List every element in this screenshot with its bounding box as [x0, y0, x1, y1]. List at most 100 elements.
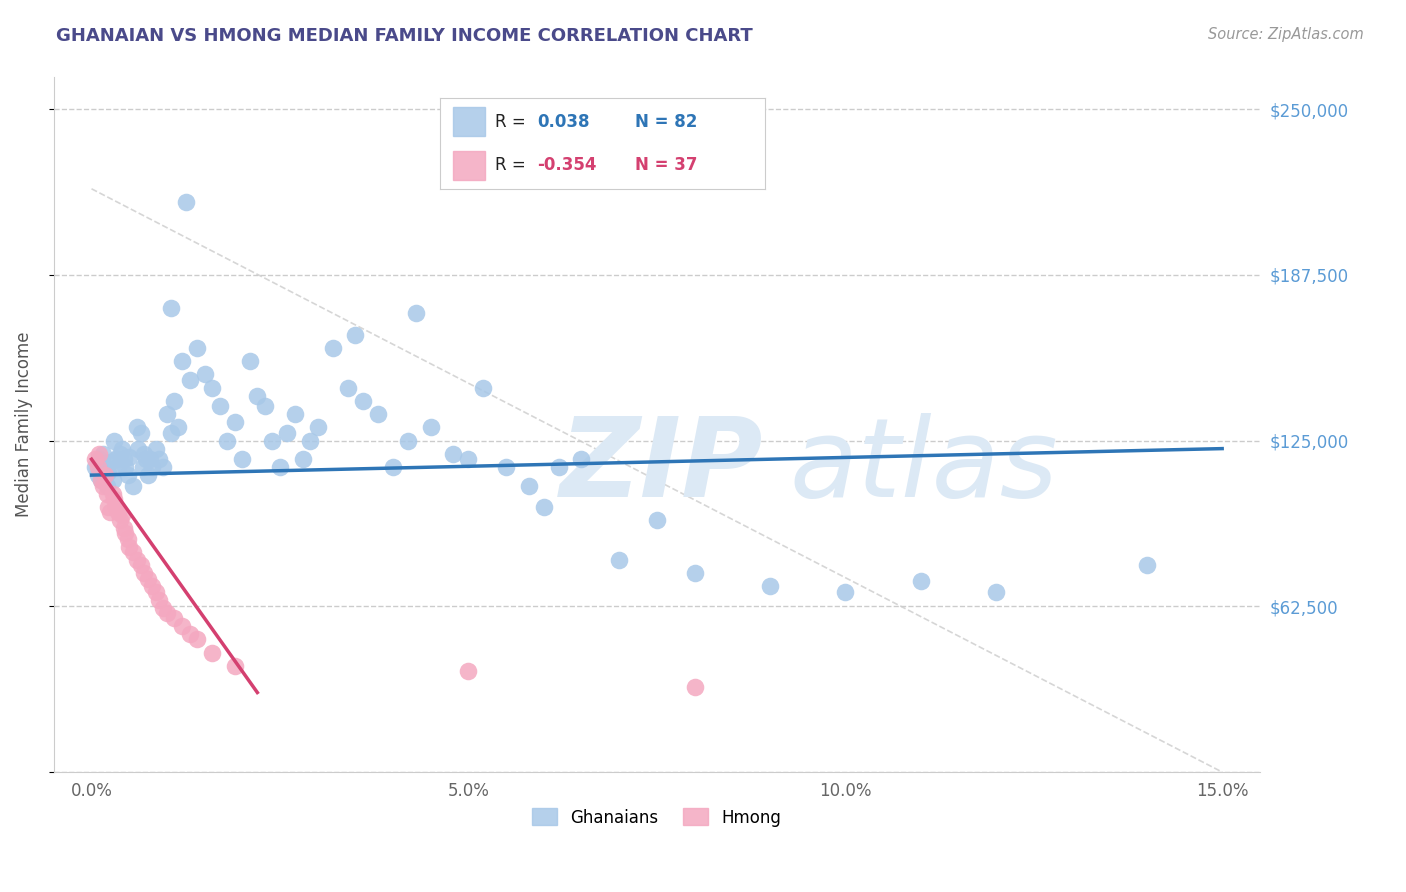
Y-axis label: Median Family Income: Median Family Income	[15, 332, 32, 517]
Point	[336, 381, 359, 395]
Point	[96, 486, 118, 500]
Point	[103, 434, 125, 448]
Point	[239, 354, 262, 368]
Point	[186, 341, 208, 355]
Point	[94, 468, 117, 483]
Point	[194, 368, 217, 382]
Legend: Ghanaians, Hmong: Ghanaians, Hmong	[526, 802, 789, 833]
Point	[84, 452, 107, 467]
Point	[114, 526, 136, 541]
Point	[1136, 558, 1159, 573]
Point	[90, 474, 112, 488]
Point	[96, 479, 118, 493]
Point	[457, 665, 479, 679]
Point	[269, 460, 291, 475]
Point	[148, 452, 170, 467]
Point	[125, 420, 148, 434]
Point	[91, 447, 114, 461]
Point	[118, 540, 141, 554]
Point	[495, 460, 517, 475]
Point	[517, 479, 540, 493]
Point	[139, 452, 162, 467]
Point	[112, 452, 135, 467]
Point	[141, 460, 163, 475]
Point	[84, 460, 107, 475]
Point	[759, 579, 782, 593]
Point	[201, 646, 224, 660]
Point	[224, 415, 246, 429]
Point	[152, 600, 174, 615]
Point	[134, 447, 156, 461]
Point	[91, 479, 114, 493]
Point	[118, 450, 141, 464]
Point	[98, 505, 121, 519]
Point	[307, 420, 329, 434]
Point	[159, 301, 181, 315]
Point	[607, 553, 630, 567]
Point	[127, 442, 149, 456]
Text: atlas: atlas	[790, 413, 1059, 520]
Point	[352, 393, 374, 408]
Point	[159, 425, 181, 440]
Point	[135, 452, 157, 467]
Point	[105, 500, 128, 514]
Point	[163, 393, 186, 408]
Point	[201, 381, 224, 395]
Point	[571, 452, 593, 467]
Point	[132, 460, 155, 475]
Point	[117, 468, 139, 483]
Point	[156, 407, 179, 421]
Point	[112, 521, 135, 535]
Point	[284, 407, 307, 421]
Text: Source: ZipAtlas.com: Source: ZipAtlas.com	[1208, 27, 1364, 42]
Point	[683, 680, 706, 694]
Point	[107, 505, 129, 519]
Point	[367, 407, 389, 421]
Point	[103, 491, 125, 506]
Point	[683, 566, 706, 581]
Point	[224, 659, 246, 673]
Point	[291, 452, 314, 467]
Point	[322, 341, 344, 355]
Point	[101, 474, 124, 488]
Point	[87, 452, 110, 467]
Point	[114, 460, 136, 475]
Point	[441, 447, 464, 461]
Point	[136, 468, 159, 483]
Point	[984, 584, 1007, 599]
Point	[86, 468, 108, 483]
Point	[87, 447, 110, 461]
Point	[382, 460, 405, 475]
Point	[105, 452, 128, 467]
Point	[396, 434, 419, 448]
Text: ZIP: ZIP	[561, 413, 763, 520]
Point	[145, 442, 167, 456]
Point	[108, 513, 131, 527]
Point	[405, 306, 427, 320]
Point	[98, 455, 121, 469]
Point	[125, 553, 148, 567]
Point	[86, 460, 108, 475]
Point	[97, 500, 120, 514]
Point	[344, 327, 367, 342]
Point	[141, 579, 163, 593]
Point	[101, 486, 124, 500]
Point	[170, 619, 193, 633]
Point	[122, 479, 145, 493]
Point	[457, 452, 479, 467]
Point	[253, 399, 276, 413]
Point	[472, 381, 495, 395]
Point	[129, 425, 152, 440]
Point	[94, 460, 117, 475]
Point	[97, 466, 120, 480]
Point	[129, 558, 152, 573]
Point	[117, 532, 139, 546]
Point	[122, 545, 145, 559]
Point	[108, 447, 131, 461]
Point	[134, 566, 156, 581]
Point	[148, 592, 170, 607]
Point	[186, 632, 208, 647]
Text: GHANAIAN VS HMONG MEDIAN FAMILY INCOME CORRELATION CHART: GHANAIAN VS HMONG MEDIAN FAMILY INCOME C…	[56, 27, 754, 45]
Point	[208, 399, 231, 413]
Point	[299, 434, 322, 448]
